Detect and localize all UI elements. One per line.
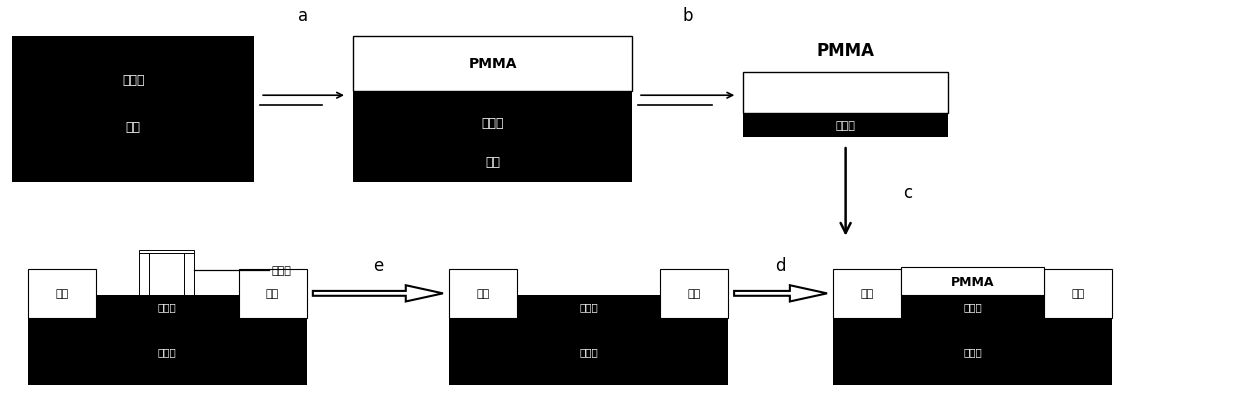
Bar (139, 250, 195, 253)
Text: 石墨烯: 石墨烯 (121, 74, 145, 87)
FancyArrow shape (733, 286, 828, 302)
Bar (902, 267, 1043, 296)
Bar (518, 296, 659, 318)
Text: 源极: 源极 (477, 289, 489, 298)
Text: 石墨烯: 石墨烯 (579, 302, 598, 312)
Bar (449, 318, 729, 385)
Bar (833, 269, 902, 318)
Bar (353, 92, 632, 182)
Text: PMMA: PMMA (817, 42, 875, 60)
Text: c: c (903, 183, 912, 201)
Text: 源极: 源极 (56, 289, 68, 298)
Bar (1043, 269, 1111, 318)
Bar (743, 113, 948, 138)
Text: 漏极: 漏极 (688, 289, 700, 298)
Bar (743, 73, 948, 113)
Bar (12, 36, 254, 182)
Bar (353, 36, 632, 92)
Bar (185, 253, 195, 296)
Text: b: b (683, 7, 693, 25)
Text: 铜箔: 铜箔 (125, 120, 141, 133)
Text: 漏极: 漏极 (266, 289, 279, 298)
Text: 源极: 源极 (861, 289, 873, 298)
Text: e: e (373, 256, 383, 274)
Text: 漏极: 漏极 (1072, 289, 1084, 298)
Bar (139, 253, 149, 296)
Text: 玻璃基: 玻璃基 (963, 346, 983, 356)
Text: 玻璃基: 玻璃基 (579, 346, 598, 356)
Text: 玻璃基: 玻璃基 (157, 346, 177, 356)
Text: PMMA: PMMA (950, 275, 995, 288)
Text: 反应腔: 反应腔 (271, 265, 291, 275)
FancyArrow shape (312, 286, 444, 302)
Bar (659, 269, 729, 318)
Text: 石墨烯: 石墨烯 (835, 121, 856, 130)
Text: d: d (776, 256, 786, 274)
Bar (238, 269, 306, 318)
Text: 铜箔: 铜箔 (484, 156, 501, 169)
Text: PMMA: PMMA (468, 57, 517, 71)
Bar (833, 318, 1113, 385)
Bar (28, 318, 306, 385)
Text: 石墨烯: 石墨烯 (157, 302, 177, 312)
Text: 石墨烯: 石墨烯 (481, 117, 504, 130)
Bar (902, 296, 1043, 318)
Text: 石墨烯: 石墨烯 (963, 302, 983, 312)
Bar (449, 269, 518, 318)
Text: a: a (299, 7, 309, 25)
Bar (28, 269, 97, 318)
Bar (97, 296, 238, 318)
